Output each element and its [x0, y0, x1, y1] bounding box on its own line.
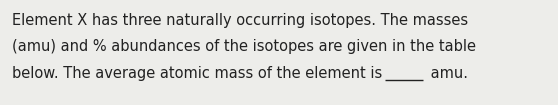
Text: (amu) and % abundances of the isotopes are given in the table: (amu) and % abundances of the isotopes a…: [12, 39, 476, 54]
Text: amu.: amu.: [426, 66, 468, 81]
Text: Element X has three naturally occurring isotopes. The masses: Element X has three naturally occurring …: [12, 13, 468, 28]
Text: below. The average atomic mass of the element is: below. The average atomic mass of the el…: [12, 66, 382, 81]
